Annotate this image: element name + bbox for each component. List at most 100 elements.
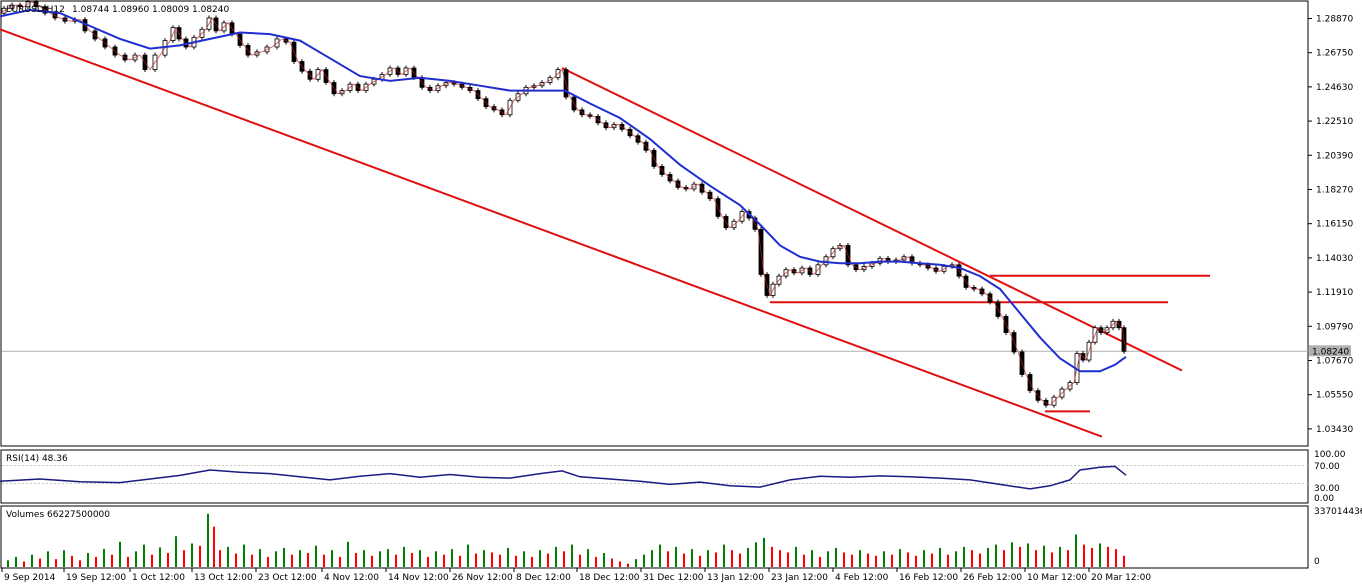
volume-bar bbox=[63, 550, 65, 567]
current-price-label: 1.08240 bbox=[1312, 347, 1349, 357]
volume-bar bbox=[507, 547, 509, 567]
trend-channel-line bbox=[0, 28, 1103, 438]
x-tick-label: 8 Dec 12:00 bbox=[516, 573, 571, 583]
rsi-level-30: 30.00 bbox=[1314, 484, 1340, 494]
volume-bar bbox=[643, 554, 645, 567]
volume-bar bbox=[731, 550, 733, 567]
volume-bar bbox=[851, 554, 853, 567]
volume-bar bbox=[315, 545, 317, 567]
volume-bar bbox=[87, 553, 89, 567]
volume-max-label: 3370144367 bbox=[1314, 507, 1362, 517]
volume-bar bbox=[219, 550, 221, 567]
volume-bar bbox=[1067, 550, 1069, 567]
volume-bar bbox=[1003, 550, 1005, 567]
volume-bar bbox=[539, 550, 541, 567]
volume-bar bbox=[571, 544, 573, 567]
volume-bar bbox=[803, 554, 805, 567]
volume-bar bbox=[235, 553, 237, 567]
volume-bar bbox=[111, 554, 113, 567]
volume-bar bbox=[563, 551, 565, 567]
rsi-level-0: 0.00 bbox=[1314, 494, 1334, 504]
volume-bar bbox=[499, 554, 501, 567]
volume-bar bbox=[213, 526, 215, 567]
y-tick-label: 1.11910 bbox=[1316, 288, 1353, 298]
volume-bar bbox=[339, 556, 341, 567]
y-tick-label: 1.28870 bbox=[1316, 14, 1353, 24]
volume-label: Volumes 66227500000 bbox=[6, 510, 110, 520]
time-axis: 9 Sep 2014 19 Sep 12:00 1 Oct 12:00 13 Oct … bbox=[1, 568, 1151, 583]
volume-bar bbox=[331, 550, 333, 567]
volume-bar bbox=[867, 553, 869, 567]
volume-bar bbox=[675, 546, 677, 567]
volume-bar bbox=[1115, 549, 1117, 567]
y-tick-label: 1.07670 bbox=[1316, 356, 1353, 366]
volume-bar bbox=[23, 561, 25, 567]
volume-bar bbox=[579, 554, 581, 567]
volume-bar bbox=[307, 553, 309, 567]
volume-bar bbox=[159, 547, 161, 567]
volume-bar bbox=[603, 553, 605, 567]
volume-bar bbox=[1083, 544, 1085, 567]
volume-bar bbox=[1051, 552, 1053, 567]
volume-bar bbox=[1043, 545, 1045, 567]
volume-bar bbox=[987, 547, 989, 567]
volume-panel-frame bbox=[0, 505, 1309, 569]
x-tick-label: 31 Dec 12:00 bbox=[643, 573, 704, 583]
y-tick-label: 1.03430 bbox=[1316, 425, 1353, 435]
volume-bar bbox=[1011, 542, 1013, 567]
price-panel-frame bbox=[0, 0, 1309, 447]
volume-bar bbox=[755, 542, 757, 567]
volume-bar bbox=[167, 553, 169, 567]
volume-bar bbox=[267, 556, 269, 567]
volume-bar bbox=[955, 551, 957, 567]
volume-bar bbox=[651, 550, 653, 567]
volume-bar bbox=[227, 546, 229, 567]
volume-bar bbox=[531, 556, 533, 567]
volume-bar bbox=[15, 556, 17, 567]
volume-bar bbox=[835, 547, 837, 567]
volume-bar bbox=[347, 541, 349, 567]
horizontal-levels[interactable] bbox=[770, 274, 1210, 413]
rsi-level-100: 100.00 bbox=[1314, 450, 1346, 460]
y-tick-label: 1.05550 bbox=[1316, 391, 1353, 401]
moving-average-line bbox=[0, 8, 1127, 373]
volume-bar bbox=[515, 555, 517, 567]
volume-bar bbox=[31, 554, 33, 567]
volume-bar bbox=[199, 545, 201, 567]
y-tick-label: 1.22510 bbox=[1316, 117, 1353, 127]
x-tick-label: 9 Sep 2014 bbox=[4, 573, 56, 583]
volume-bar bbox=[483, 550, 485, 567]
volume-bar bbox=[795, 546, 797, 567]
volume-bar bbox=[251, 554, 253, 567]
volume-bar bbox=[175, 536, 177, 567]
chart-header-high: 1.08960 bbox=[112, 5, 149, 15]
volume-bar bbox=[467, 544, 469, 567]
volume-bar bbox=[135, 551, 137, 567]
x-tick-label: 23 Jan 12:00 bbox=[771, 573, 828, 583]
rsi-label: RSI(14) 48.36 bbox=[6, 454, 68, 464]
x-tick-label: 26 Feb 12:00 bbox=[963, 573, 1022, 583]
volume-bar bbox=[1035, 550, 1037, 567]
volume-bar bbox=[683, 553, 685, 567]
volume-bar bbox=[1099, 543, 1101, 567]
volume-bar bbox=[963, 546, 965, 567]
volume-bar bbox=[739, 553, 741, 567]
volume-bar bbox=[1075, 534, 1077, 567]
channel-lines[interactable] bbox=[0, 28, 1183, 438]
y-tick-label: 1.18270 bbox=[1316, 185, 1353, 195]
y-tick-label: 1.16150 bbox=[1316, 220, 1353, 230]
y-tick-label: 1.24630 bbox=[1316, 83, 1353, 93]
volume-bar bbox=[299, 550, 301, 567]
volume-bar bbox=[931, 553, 933, 567]
volume-bar bbox=[1027, 543, 1029, 567]
volume-bar bbox=[1091, 547, 1093, 567]
volume-bar bbox=[151, 554, 153, 567]
volume-bar bbox=[1019, 546, 1021, 567]
x-tick-label: 10 Mar 12:00 bbox=[1027, 573, 1087, 583]
volume-bar bbox=[283, 547, 285, 567]
rsi-line bbox=[0, 465, 1308, 490]
volume-bar bbox=[635, 559, 637, 567]
volume-bar bbox=[923, 550, 925, 567]
volume-bar bbox=[491, 552, 493, 567]
